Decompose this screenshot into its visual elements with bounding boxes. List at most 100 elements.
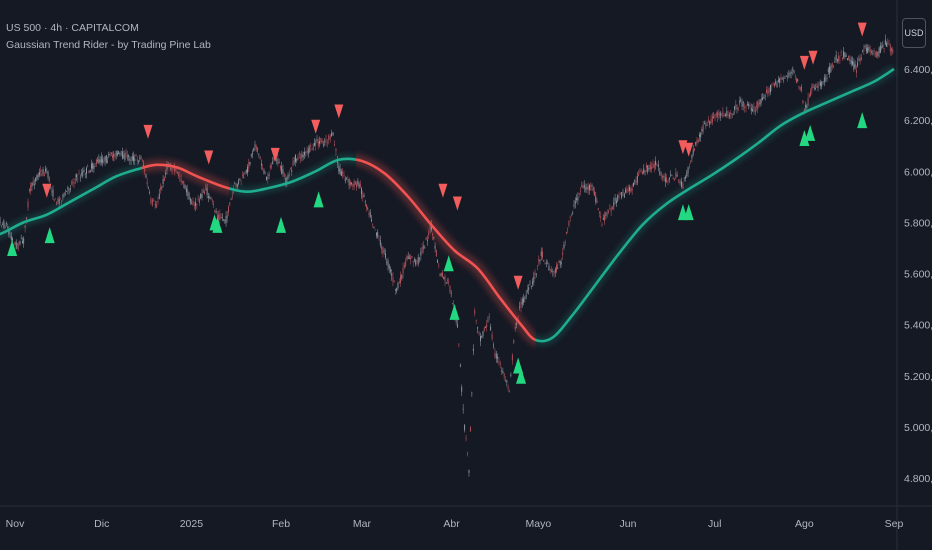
price-candle <box>100 152 102 166</box>
price-candle <box>405 257 407 269</box>
price-candle <box>157 196 159 205</box>
price-candle <box>641 170 643 175</box>
sell-signal-marker[interactable] <box>334 104 344 119</box>
sell-signal-marker[interactable] <box>204 150 214 165</box>
buy-signal-marker[interactable] <box>44 227 55 244</box>
price-candle <box>745 105 747 113</box>
price-candle <box>779 77 781 88</box>
buy-signal-marker[interactable] <box>449 303 460 320</box>
buy-signal-marker[interactable] <box>443 255 454 272</box>
price-candle <box>601 222 603 227</box>
price-candle <box>55 198 56 200</box>
price-candle <box>258 153 260 158</box>
sell-signal-marker[interactable] <box>42 183 52 198</box>
x-tick-label: 2025 <box>180 518 204 530</box>
price-candle <box>438 262 440 269</box>
price-candle <box>788 69 790 79</box>
price-candle <box>544 262 546 265</box>
price-candle <box>671 174 673 177</box>
sell-signal-marker[interactable] <box>513 275 523 290</box>
y-axis[interactable]: 6.400,0 6.200,0 6.000,0 5.800,0 5.600,0 5.400… <box>904 64 932 485</box>
price-candle <box>485 325 486 329</box>
price-candle <box>407 251 409 260</box>
price-candle <box>193 201 195 210</box>
buy-signal-marker[interactable] <box>313 191 324 208</box>
price-candle <box>264 171 266 175</box>
price-candle <box>715 111 717 119</box>
price-candle <box>467 451 468 457</box>
buy-signal-marker[interactable] <box>212 216 223 233</box>
price-candle <box>268 171 270 180</box>
price-candle <box>359 180 361 189</box>
price-candle <box>493 341 494 350</box>
price-candle <box>709 120 711 128</box>
price-candle <box>850 56 852 67</box>
price-candle <box>797 78 799 83</box>
price-candle <box>508 389 510 393</box>
sell-signal-marker[interactable] <box>684 142 694 157</box>
price-candle <box>577 192 579 205</box>
buy-signal-marker[interactable] <box>799 130 810 147</box>
price-candle <box>802 99 804 105</box>
price-candle <box>604 211 606 225</box>
sell-signal-marker[interactable] <box>452 196 462 211</box>
price-candle <box>140 155 142 160</box>
x-tick-label: Jun <box>620 518 637 530</box>
price-candle <box>792 66 794 76</box>
price-candle <box>711 112 713 126</box>
price-candle <box>248 158 250 172</box>
price-candle <box>525 290 527 300</box>
price-candle <box>490 323 492 332</box>
indicator-label[interactable]: Gaussian Trend Rider - by Trading Pine L… <box>6 39 211 51</box>
price-candle <box>282 164 284 177</box>
price-candle <box>679 178 681 186</box>
price-candle <box>31 182 33 192</box>
sell-signal-marker[interactable] <box>143 124 153 139</box>
sell-signal-marker[interactable] <box>799 55 809 70</box>
x-axis[interactable]: Nov Dic 2025 Feb Mar Abr Mayo Jun Jul Ago Sep <box>6 518 904 530</box>
price-candle <box>447 277 448 285</box>
price-candle <box>519 301 521 311</box>
price-candle <box>0 225 2 228</box>
price-candle <box>156 200 158 209</box>
buy-signal-marker[interactable] <box>857 112 868 129</box>
price-candle <box>381 243 383 254</box>
sell-signal-marker[interactable] <box>270 147 280 162</box>
buy-signal-marker[interactable] <box>7 239 18 256</box>
price-candle <box>311 148 313 151</box>
sell-signal-marker[interactable] <box>808 50 818 65</box>
price-candle <box>887 38 889 48</box>
sell-signal-marker[interactable] <box>438 183 448 198</box>
price-candle <box>369 208 371 219</box>
price-candle <box>701 126 703 135</box>
price-candle <box>735 99 737 111</box>
price-candle <box>33 179 35 190</box>
symbol-label[interactable]: US 500 · 4h · CAPITALCOM <box>6 22 139 34</box>
price-candle <box>469 425 471 432</box>
sell-signal-marker[interactable] <box>311 119 321 134</box>
price-candle <box>300 152 302 164</box>
price-candle <box>529 280 531 286</box>
price-candle <box>420 247 422 261</box>
price-candle <box>29 188 30 193</box>
price-candle <box>263 168 265 175</box>
price-candle <box>448 277 450 286</box>
currency-badge[interactable]: USD <box>902 18 926 48</box>
buy-signal-marker[interactable] <box>516 367 527 384</box>
price-candle <box>613 197 615 211</box>
price-candle <box>456 320 458 329</box>
price-candle <box>475 319 477 324</box>
price-candle <box>666 174 668 183</box>
price-candle <box>403 262 405 270</box>
price-candle <box>736 104 738 114</box>
buy-signal-marker[interactable] <box>683 204 694 221</box>
price-candle <box>618 191 620 200</box>
price-candle <box>181 180 183 185</box>
buy-signal-marker[interactable] <box>276 216 287 233</box>
buy-signal-marker[interactable] <box>805 124 816 141</box>
price-candle <box>582 181 584 189</box>
price-candle <box>535 273 537 278</box>
price-candle <box>338 162 340 175</box>
sell-signal-marker[interactable] <box>857 22 867 37</box>
